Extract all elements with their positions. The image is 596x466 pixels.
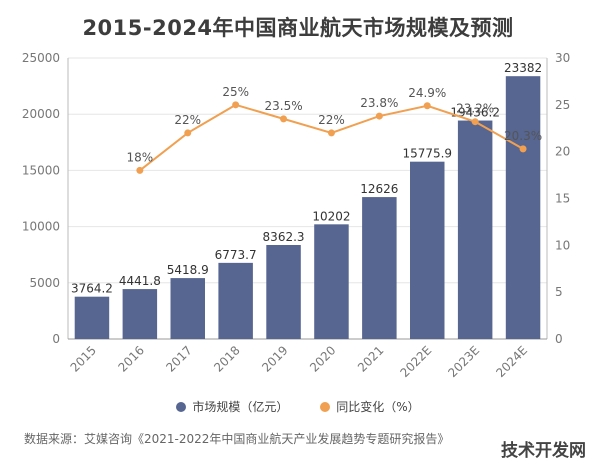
x-tick-label: 2023E: [445, 343, 482, 380]
bar-value-label: 10202: [312, 209, 350, 223]
legend-bar-label: 市场规模（亿元）: [192, 400, 289, 414]
y-left-tick-label: 5000: [29, 276, 60, 290]
bar-value-label: 5418.9: [167, 263, 209, 277]
line-point: [375, 112, 383, 120]
legend: 市场规模（亿元） 同比变化（%）: [0, 398, 596, 415]
legend-bar-swatch: [176, 401, 187, 412]
source-note: 数据来源：艾媒咨询《2021-2022年中国商业航天产业发展趋势专题研究报告》: [24, 432, 450, 446]
line-point: [184, 129, 192, 137]
y-left-tick-label: 15000: [22, 163, 60, 177]
line-value-label: 25%: [222, 85, 249, 99]
legend-line-swatch: [320, 401, 331, 412]
bar-value-label: 6773.7: [215, 248, 257, 262]
legend-item-line[interactable]: 同比变化（%）: [320, 398, 420, 415]
x-tick-label: 2018: [211, 343, 242, 374]
y-right-tick-label: 15: [555, 192, 570, 206]
y-left-tick-label: 10000: [22, 220, 60, 234]
line-value-label: 20.3%: [504, 129, 542, 143]
x-tick-label: 2017: [163, 343, 194, 374]
line-point: [136, 166, 144, 174]
line-value-label: 23.2%: [456, 102, 494, 116]
line-value-label: 23.8%: [360, 96, 398, 110]
x-tick-label: 2024E: [493, 343, 530, 380]
legend-item-bar[interactable]: 市场规模（亿元）: [176, 398, 288, 415]
x-tick-label: 2016: [115, 343, 146, 374]
bar-value-label: 3764.2: [71, 282, 113, 296]
y-right-tick-label: 25: [555, 98, 570, 112]
y-right-tick-label: 30: [555, 51, 570, 65]
x-tick-label: 2021: [355, 343, 386, 374]
x-tick-label: 2020: [307, 343, 338, 374]
chart-title: 2015-2024年中国商业航天市场规模及预测: [82, 16, 514, 40]
bar: [505, 76, 541, 340]
x-tick-label: 2019: [259, 343, 290, 374]
x-tick-label: 2015: [68, 343, 99, 374]
bar-value-label: 4441.8: [119, 274, 161, 288]
y-left-tick-label: 20000: [22, 107, 60, 121]
bar: [362, 197, 397, 339]
bar: [170, 278, 205, 339]
line-point: [232, 101, 240, 109]
y-right-tick-label: 10: [555, 238, 570, 252]
line-value-label: 18%: [127, 150, 154, 164]
bar: [218, 262, 253, 339]
y-right-tick-label: 20: [555, 145, 570, 159]
line-value-label: 22%: [318, 113, 345, 127]
y-right-tick-label: 0: [555, 332, 563, 346]
bar: [74, 296, 110, 339]
y-right-tick-label: 5: [555, 285, 563, 299]
legend-line-label: 同比变化（%）: [336, 400, 420, 414]
line-point: [471, 118, 479, 126]
bar-value-label: 8362.3: [263, 230, 305, 244]
line-value-label: 24.9%: [408, 86, 446, 100]
bar-value-label: 19436.2: [450, 106, 500, 120]
bar-value-label: 15775.9: [402, 147, 452, 161]
line-value-label: 22%: [174, 113, 201, 127]
bar-value-label: 12626: [360, 182, 398, 196]
line-value-label: 23.5%: [264, 99, 302, 113]
line-point: [327, 129, 335, 137]
bar: [410, 161, 445, 339]
y-left-tick-label: 0: [52, 332, 60, 346]
bar: [457, 120, 493, 339]
bar: [314, 224, 349, 339]
y-left-tick-label: 25000: [22, 51, 60, 65]
x-tick-label: 2022E: [398, 343, 435, 380]
bar-value-label: 23382: [504, 61, 542, 75]
watermark: 技术开发网: [501, 441, 586, 461]
line-point: [519, 145, 527, 153]
bar: [122, 289, 158, 339]
bar: [266, 245, 301, 339]
line-point: [423, 102, 431, 110]
line-point: [280, 115, 288, 123]
